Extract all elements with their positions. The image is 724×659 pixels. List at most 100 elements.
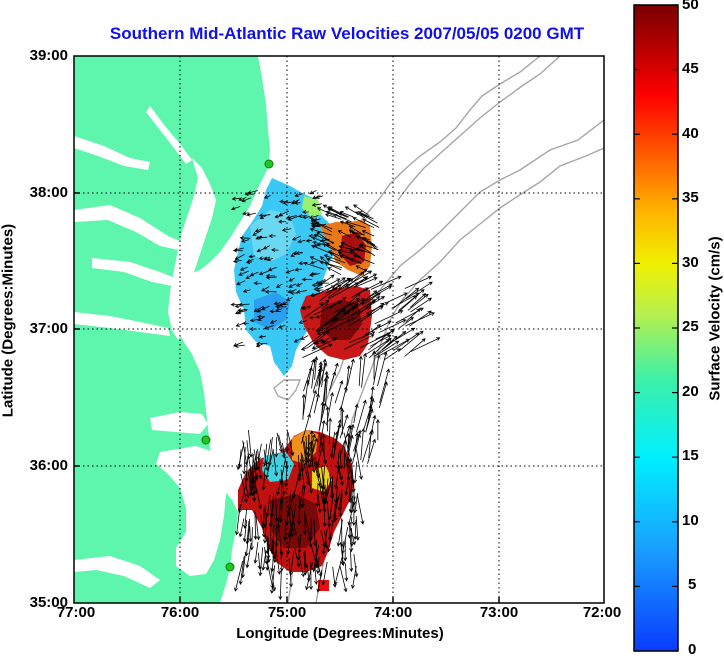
velocity-arrow: [365, 339, 391, 355]
velocity-arrow: [355, 277, 378, 288]
velocity-arrow: [359, 332, 391, 348]
velocity-arrow: [260, 515, 266, 538]
velocity-arrow: [272, 448, 279, 477]
velocity-arrow: [241, 238, 250, 243]
velocity-arrow: [410, 337, 441, 353]
velocity-arrow: [356, 449, 363, 480]
velocity-arrow: [248, 518, 253, 543]
velocity-arrow: [244, 457, 249, 483]
velocity-arrow: [353, 554, 359, 578]
velocity-arrow: [353, 461, 358, 484]
velocity-arrow: [348, 331, 376, 344]
velocity-arrow: [315, 484, 320, 507]
velocity-arrow: [261, 550, 267, 571]
velocity-arrow: [347, 516, 353, 539]
velocity-arrow: [255, 515, 261, 541]
velocity-arrow: [347, 453, 355, 485]
velocity-arrow: [308, 433, 316, 458]
velocity-arrow: [318, 419, 326, 453]
velocity-arrow: [337, 252, 357, 262]
velocity-arrow: [343, 439, 348, 470]
velocity-arrow: [325, 374, 330, 405]
y-tick-label: 35:00: [29, 594, 68, 611]
velocity-arrow: [293, 338, 302, 343]
velocity-arrow: [320, 337, 330, 344]
velocity-arrow: [327, 267, 342, 276]
colorbar-tick-label: 30: [682, 254, 699, 271]
velocity-arrow: [296, 289, 307, 294]
y-tick-label: 38:00: [29, 184, 68, 201]
velocity-arrow: [276, 432, 283, 453]
velocity-arrow: [331, 362, 339, 383]
velocity-arrow: [325, 317, 356, 333]
velocity-arrow: [370, 283, 393, 297]
velocity-arrow: [270, 567, 277, 592]
velocity-arrow: [308, 389, 317, 418]
velocity-arrow: [343, 298, 361, 308]
velocity-arrow: [262, 245, 270, 250]
velocity-arrow: [319, 432, 328, 465]
velocity-arrow: [252, 230, 262, 236]
velocity-arrow: [288, 277, 295, 282]
velocity-arrows: [230, 190, 441, 601]
velocity-arrow: [323, 254, 346, 264]
velocity-arrow: [301, 413, 311, 444]
velocity-arrow: [324, 278, 341, 288]
velocity-arrow: [360, 428, 366, 461]
velocity-arrow: [351, 463, 356, 493]
velocity-arrow: [301, 277, 313, 282]
velocity-arrow: [261, 286, 270, 292]
velocity-arrow: [236, 442, 245, 471]
velocity-arrow: [251, 457, 256, 481]
velocity-arrow: [241, 197, 251, 203]
velocity-arrow: [329, 296, 347, 309]
velocity-arrow: [343, 539, 348, 562]
velocity-arrow: [265, 449, 274, 479]
velocity-arrow: [311, 437, 318, 458]
velocity-arrow: [238, 270, 249, 276]
velocity-arrow: [240, 473, 248, 504]
potomac-river: [74, 205, 182, 250]
velocity-arrow: [263, 324, 275, 330]
velocity-arrow: [294, 267, 303, 272]
velocity-arrow: [336, 292, 361, 315]
velocity-cell-isolated: [318, 580, 329, 591]
velocity-arrow: [355, 247, 372, 254]
velocity-arrow: [258, 547, 264, 577]
velocity-arrow: [298, 320, 307, 324]
velocity-arrow: [320, 401, 325, 423]
velocity-arrow: [326, 257, 340, 264]
velocity-arrow: [275, 283, 283, 288]
velocity-arrow: [263, 449, 269, 471]
velocity-arrow: [383, 348, 401, 361]
colorbar-tick-label: 40: [682, 125, 699, 142]
velocity-arrow: [248, 254, 256, 259]
velocity-arrow: [347, 423, 355, 451]
velocity-arrow: [348, 225, 365, 236]
velocity-arrow: [352, 217, 375, 229]
velocity-arrow: [296, 492, 302, 525]
velocity-arrow: [375, 330, 395, 340]
velocity-arrow: [359, 243, 379, 250]
velocity-arrow: [346, 271, 365, 288]
velocity-arrow: [314, 565, 319, 585]
velocity-arrow: [306, 563, 311, 582]
velocity-arrow: [309, 190, 317, 195]
velocity-arrow: [308, 331, 330, 348]
velocity-arrow: [262, 512, 268, 544]
velocity-arrow: [368, 395, 374, 420]
axis-ticks: [74, 192, 500, 603]
velocity-arrow: [322, 497, 327, 528]
velocity-arrow: [271, 539, 277, 560]
velocity-arrow: [315, 195, 324, 199]
velocity-arrow: [249, 271, 259, 277]
velocity-arrow: [275, 547, 282, 575]
velocity-arrow: [245, 542, 252, 569]
velocity-arrow: [363, 292, 381, 305]
velocity-arrow: [356, 399, 367, 433]
velocity-arrow: [283, 519, 288, 541]
velocity-arrow: [351, 287, 369, 298]
velocity-arrow: [252, 454, 259, 481]
velocity-arrow: [256, 307, 266, 313]
velocity-arrow: [232, 248, 243, 253]
